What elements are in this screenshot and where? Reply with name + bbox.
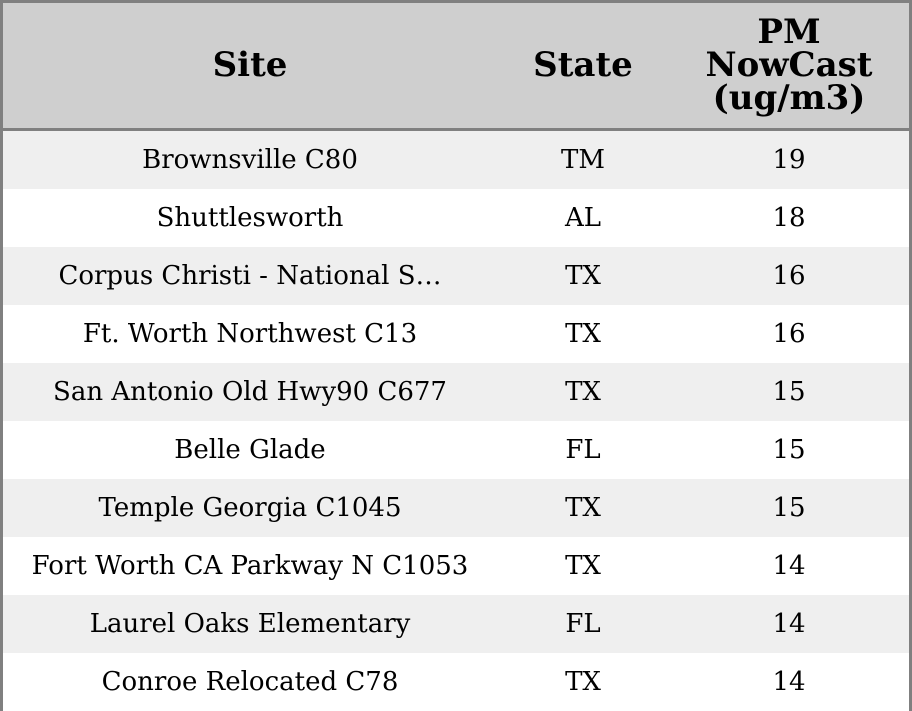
table-row: Temple Georgia C1045 TX 15 [3,479,909,537]
cell-pm-nowcast: 15 [772,377,806,407]
cell-state: TM [561,145,605,175]
cell-state: TX [565,667,601,697]
cell-site: San Antonio Old Hwy90 C677 [53,377,447,407]
table-row: Conroe Relocated C78 TX 14 [3,653,909,711]
cell-pm-nowcast: 15 [772,493,806,523]
table-row: Shuttlesworth AL 18 [3,189,909,247]
cell-state: TX [565,493,601,523]
cell-pm-nowcast: 16 [772,319,806,349]
cell-site: Corpus Christi - National S… [58,261,442,291]
table-row: Corpus Christi - National S… TX 16 [3,247,909,305]
column-header-pm-nowcast: PM NowCast (ug/m3) [705,12,873,118]
cell-site: Brownsville C80 [142,145,358,175]
cell-state: TX [565,551,601,581]
cell-state: TX [565,261,601,291]
cell-site: Laurel Oaks Elementary [89,609,411,639]
cell-state: FL [565,609,601,639]
cell-state: AL [564,203,602,233]
cell-site: Temple Georgia C1045 [98,493,402,523]
cell-pm-nowcast: 14 [772,551,806,581]
cell-site: Belle Glade [174,435,326,465]
table-body: Brownsville C80 TM 19 Shuttlesworth AL 18 Corp… [3,131,909,711]
cell-site: Conroe Relocated C78 [101,667,399,697]
cell-state: FL [565,435,601,465]
cell-state: TX [565,377,601,407]
cell-pm-nowcast: 16 [772,261,806,291]
column-header-state: State [533,45,633,85]
table-row: San Antonio Old Hwy90 C677 TX 15 [3,363,909,421]
table-row: Ft. Worth Northwest C13 TX 16 [3,305,909,363]
cell-site: Fort Worth CA Parkway N C1053 [31,551,469,581]
cell-pm-nowcast: 14 [772,609,806,639]
column-header-site: Site [212,45,288,85]
table-row: Brownsville C80 TM 19 [3,131,909,189]
cell-site: Ft. Worth Northwest C13 [82,319,418,349]
cell-pm-nowcast: 14 [772,667,806,697]
cell-site: Shuttlesworth [156,203,344,233]
table-header-row: Site State PM NowCast (ug/m3) [3,3,909,131]
table-row: Laurel Oaks Elementary FL 14 [3,595,909,653]
table-row: Fort Worth CA Parkway N C1053 TX 14 [3,537,909,595]
cell-pm-nowcast: 19 [772,145,806,175]
cell-pm-nowcast: 15 [772,435,806,465]
cell-pm-nowcast: 18 [772,203,806,233]
cell-state: TX [565,319,601,349]
table-row: Belle Glade FL 15 [3,421,909,479]
